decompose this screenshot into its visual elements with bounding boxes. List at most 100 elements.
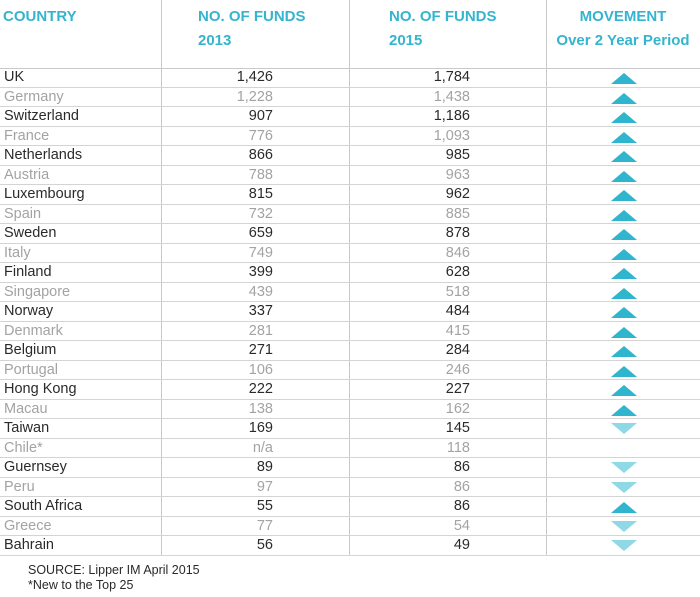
funds-2015-cell: 284 [445, 342, 470, 358]
funds-2013-cell: 97 [256, 478, 273, 495]
triangle-up-icon [611, 287, 637, 299]
triangle-up-icon [611, 112, 637, 123]
country-cell: Sweden [4, 225, 57, 241]
header-funds-2015-line2: 2015 [389, 32, 423, 49]
country-cell: Portugal [4, 361, 59, 378]
country-cell: Peru [4, 478, 35, 495]
funds-2015-cell: 1,438 [433, 88, 470, 105]
movement-cell [548, 302, 700, 321]
funds-2015-cell: 1,186 [433, 108, 470, 124]
funds-2013-cell: 1,426 [236, 69, 273, 85]
table-row: Portugal 106 246 [0, 361, 700, 380]
funds-2013-cell: 169 [248, 420, 273, 436]
header-funds-2015: NO. OF FUNDS 2015 [389, 0, 539, 68]
table-row: Taiwan 169 145 [0, 419, 700, 439]
table-row: Sweden 659 878 [0, 224, 700, 244]
country-cell: Belgium [4, 342, 57, 358]
table-row: Denmark 281 415 [0, 322, 700, 341]
funds-2013-cell: 281 [248, 322, 273, 339]
funds-2015-cell: 86 [453, 478, 470, 495]
funds-2013-cell: 56 [256, 537, 273, 553]
funds-2015-cell: 962 [445, 186, 470, 202]
source-note: SOURCE: Lipper IM April 2015 [28, 563, 200, 577]
column-divider [546, 0, 547, 556]
table-row: Peru 97 86 [0, 478, 700, 497]
triangle-up-icon [611, 346, 637, 357]
country-cell: Guernsey [4, 459, 67, 475]
funds-2013-cell: 732 [248, 205, 273, 222]
country-cell: Norway [4, 303, 54, 319]
triangle-up-icon [611, 307, 637, 318]
table-row: Guernsey 89 86 [0, 458, 700, 478]
triangle-up-icon [611, 170, 637, 182]
funds-2015-cell: 1,093 [433, 127, 470, 144]
column-divider [161, 0, 162, 556]
country-cell: UK [4, 69, 25, 85]
column-divider [349, 0, 350, 556]
movement-cell [548, 185, 700, 204]
funds-2015-cell: 415 [445, 322, 470, 339]
triangle-up-icon [611, 326, 637, 338]
movement-cell [548, 322, 700, 341]
funds-table: COUNTRY NO. OF FUNDS 2013 NO. OF FUNDS 2… [0, 0, 700, 556]
movement-cell [548, 244, 700, 263]
movement-cell [548, 419, 700, 438]
funds-2013-cell: 1,228 [236, 88, 273, 105]
funds-2013-cell: 659 [248, 225, 273, 241]
triangle-down-icon [611, 423, 637, 434]
funds-2015-cell: 118 [446, 439, 470, 456]
funds-2015-cell: 54 [453, 517, 470, 534]
movement-cell [548, 205, 700, 224]
funds-2015-cell: 518 [445, 283, 470, 300]
funds-2013-cell: 89 [256, 459, 273, 475]
movement-cell [548, 497, 700, 516]
movement-cell [548, 380, 700, 399]
country-cell: South Africa [4, 498, 83, 514]
funds-2013-cell: 138 [248, 400, 273, 417]
funds-2013-cell: n/a [252, 439, 273, 456]
country-cell: Italy [4, 244, 31, 261]
table-row: Chile* n/a 118 [0, 439, 700, 458]
funds-2013-cell: 106 [248, 361, 273, 378]
country-cell: Taiwan [4, 420, 50, 436]
movement-cell [548, 166, 700, 185]
movement-cell [548, 458, 700, 477]
header-country-label: COUNTRY [3, 8, 77, 25]
triangle-up-icon [611, 92, 637, 104]
movement-cell [548, 283, 700, 302]
movement-cell [548, 88, 700, 107]
movement-cell [548, 361, 700, 380]
country-cell: Austria [4, 166, 50, 183]
triangle-up-icon [611, 365, 637, 377]
funds-2013-cell: 788 [248, 166, 273, 183]
funds-2013-cell: 776 [248, 127, 273, 144]
funds-2015-cell: 49 [453, 537, 470, 553]
country-cell: Greece [4, 517, 52, 534]
table-row: South Africa 55 86 [0, 497, 700, 517]
table-row: Austria 788 963 [0, 166, 700, 185]
country-cell: Bahrain [4, 537, 54, 553]
movement-cell [548, 536, 700, 555]
table-row: Greece 77 54 [0, 517, 700, 536]
triangle-down-icon [611, 481, 637, 493]
funds-2013-cell: 907 [248, 108, 273, 124]
table-row: Italy 749 846 [0, 244, 700, 263]
header-funds-2015-line1: NO. OF FUNDS [389, 8, 497, 25]
triangle-up-icon [611, 385, 637, 396]
header-movement-line1: MOVEMENT [579, 8, 667, 25]
funds-2015-cell: 246 [445, 361, 470, 378]
funds-2013-cell: 815 [248, 186, 273, 202]
triangle-up-icon [611, 190, 637, 201]
funds-2013-cell: 749 [248, 244, 273, 261]
table-header: COUNTRY NO. OF FUNDS 2013 NO. OF FUNDS 2… [0, 0, 700, 69]
country-cell: Hong Kong [4, 381, 77, 397]
country-cell: Macau [4, 400, 48, 417]
country-cell: Finland [4, 264, 52, 280]
table-row: Spain 732 885 [0, 205, 700, 224]
table-row: UK 1,426 1,784 [0, 68, 700, 88]
table-row: Finland 399 628 [0, 263, 700, 283]
funds-2015-cell: 484 [445, 303, 470, 319]
movement-cell [548, 478, 700, 497]
funds-2013-cell: 55 [256, 498, 273, 514]
country-cell: Germany [4, 88, 64, 105]
